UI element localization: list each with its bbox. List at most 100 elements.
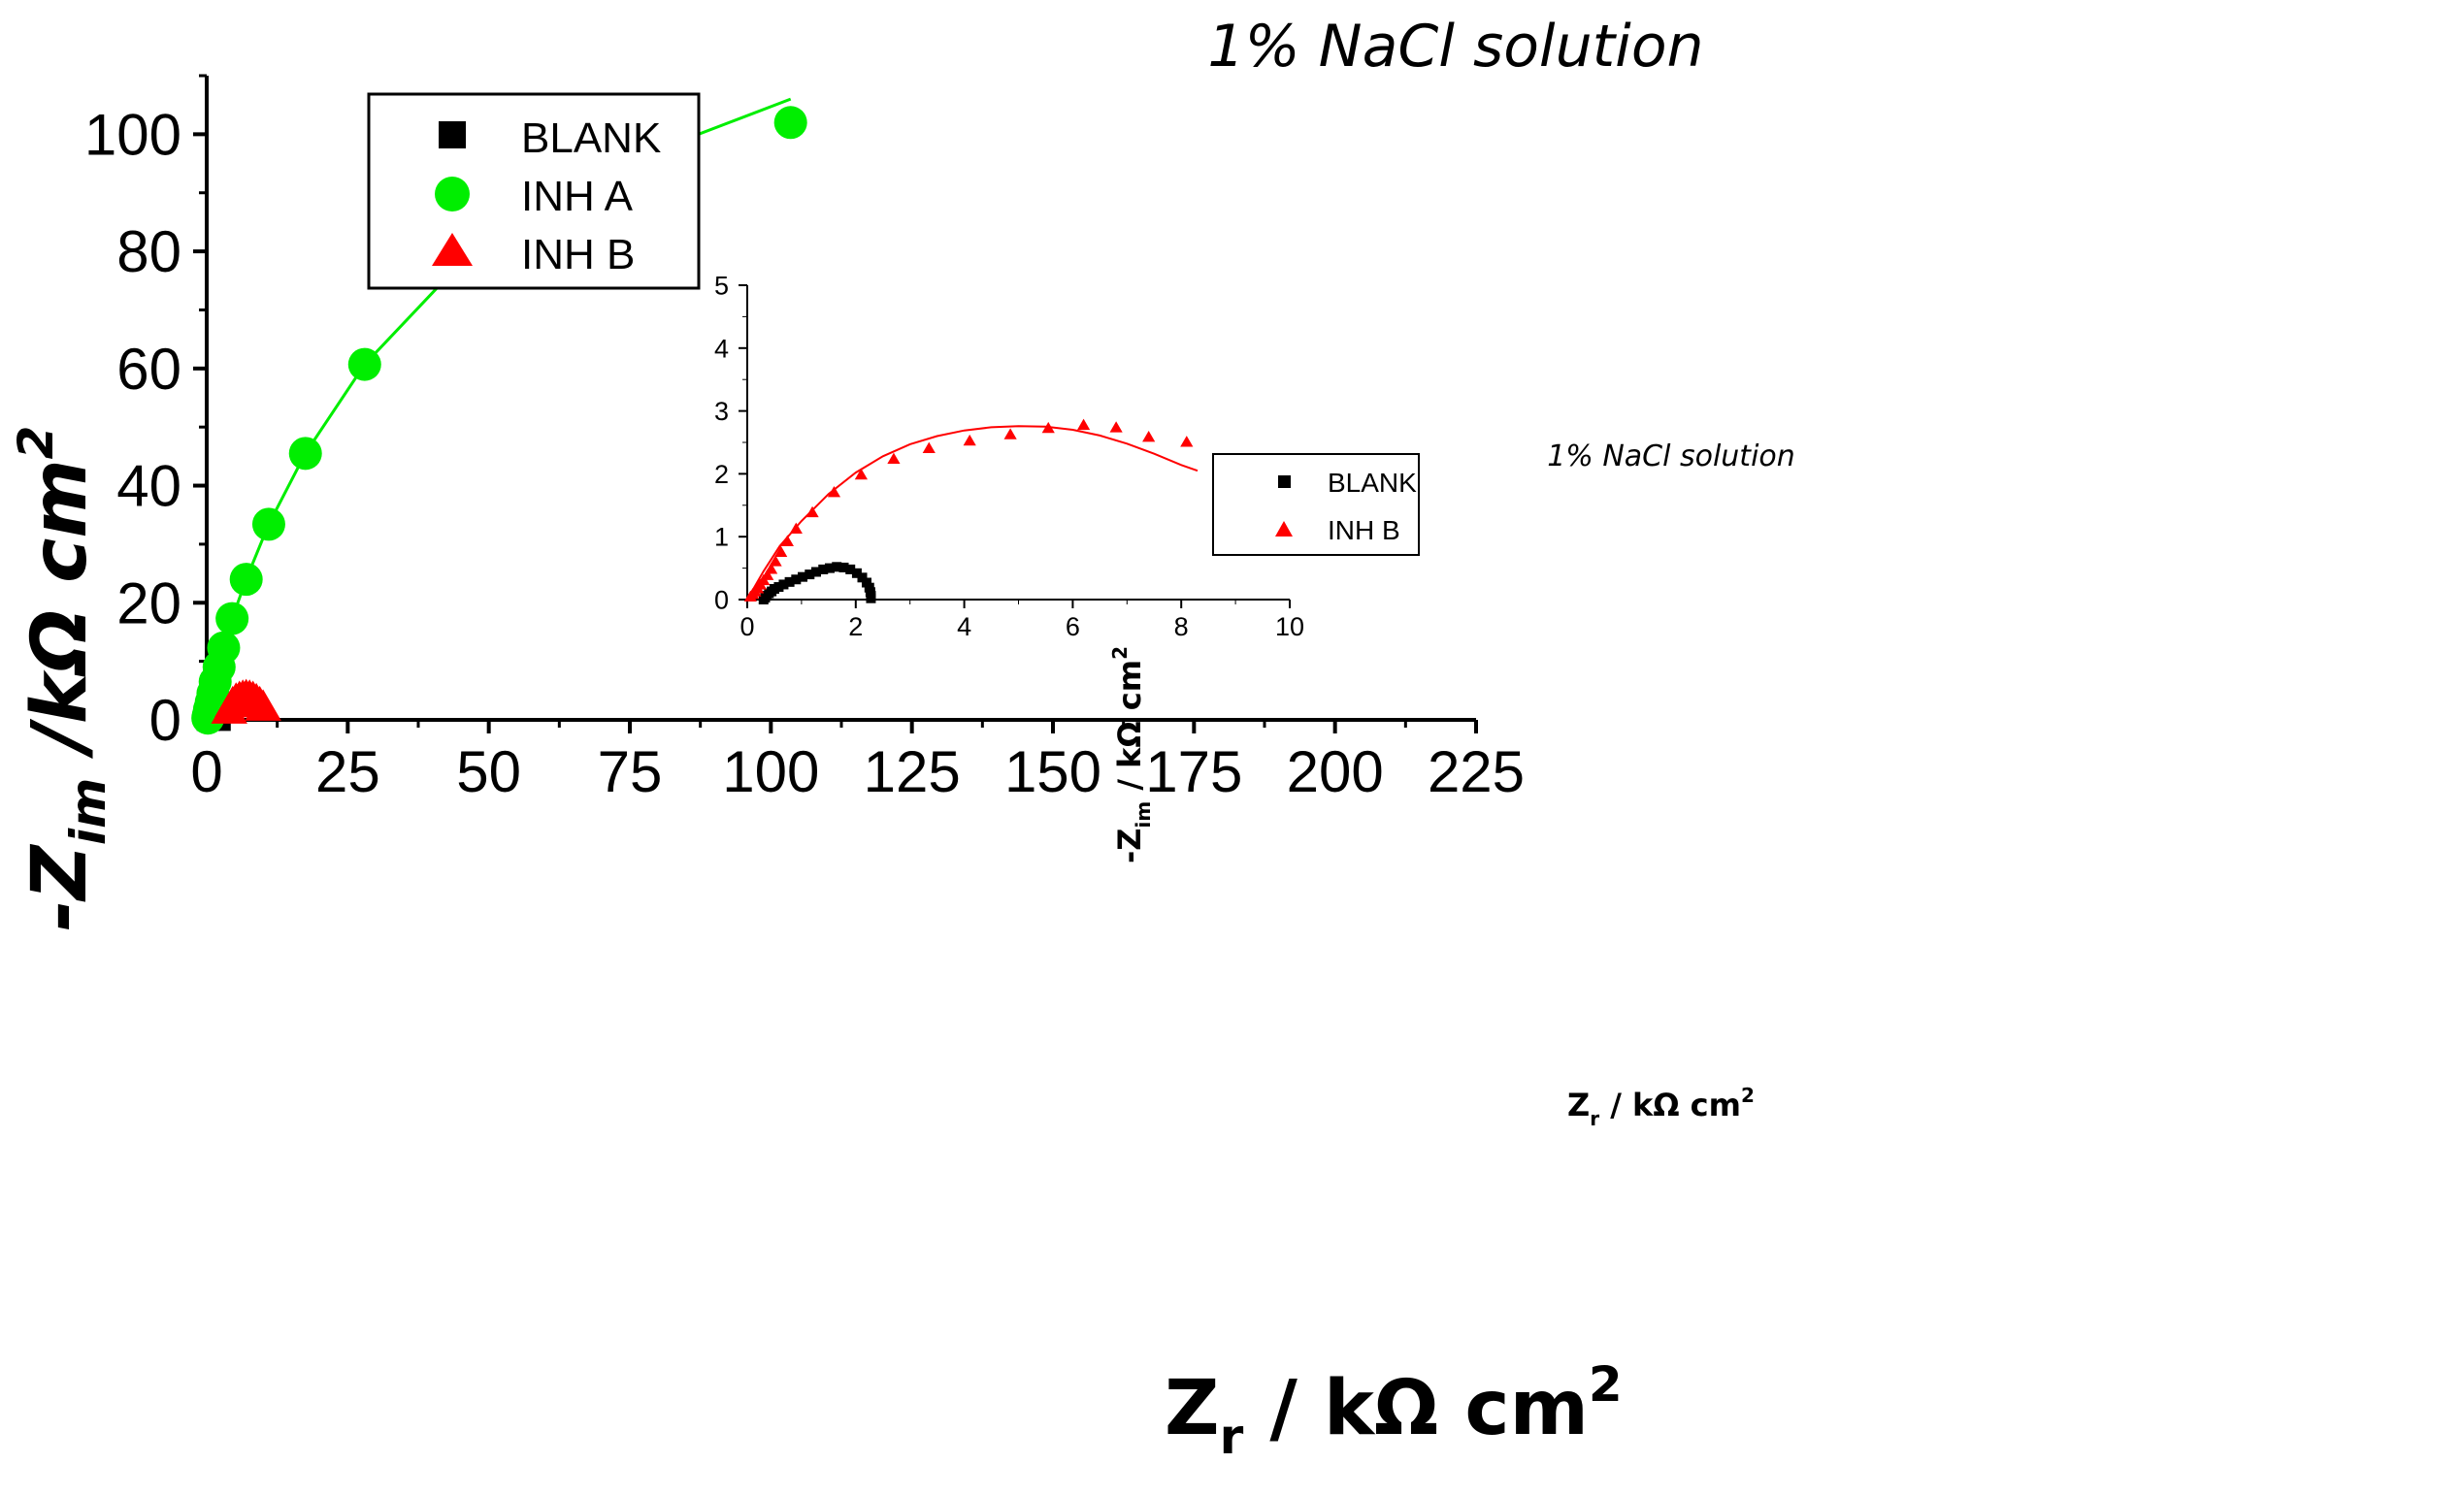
inset-legend-blank-marker [1278,475,1291,488]
main-y-tick-label-20: 20 [116,570,181,635]
main-x-tick-label-0: 0 [190,739,222,804]
main-inh-a-point [215,602,249,635]
main-inh-a-point [251,507,285,541]
inset-blank-point [784,576,795,587]
inset-plot-markers [743,418,1194,604]
inset-x-tick-label-0: 0 [739,612,754,641]
inset-blank-point [866,593,876,603]
inset-inh-b-point [789,522,803,534]
main-legend-blank-marker [439,121,466,148]
inset-x-tick-label-4: 4 [957,612,971,641]
inset-inh-b-fit-line [746,425,1199,601]
main-y-tick-label-60: 60 [116,337,181,402]
inset-legend-inh-b-label: INH B [1328,515,1400,545]
inset-chart-title: 1% NaCl solution [1547,439,1795,473]
main-x-tick-label-100: 100 [722,739,819,804]
inset-legend-inh-b-marker [1275,521,1293,537]
inset-y-tick-label-1: 1 [714,523,729,552]
main-inh-a-point [773,106,807,140]
main-y-tick-label-0: 0 [149,688,181,753]
main-y-axis-title-sub: im [60,778,116,845]
inset-blank-point [778,579,789,590]
main-x-axis-title-main: Z [1165,1365,1220,1452]
main-legend-inh-a-marker [435,177,470,211]
main-inh-a-point [207,631,241,665]
inset-inh-b-point [1003,428,1017,439]
inset-y-tick-label-3: 3 [714,397,729,426]
inset-inh-b-point [963,434,976,446]
main-x-tick-label-125: 125 [864,739,961,804]
inset-inh-b-point [761,569,774,580]
inset-blank-point [857,572,868,583]
inset-blank-point [838,562,849,572]
main-y-tick-label-40: 40 [116,454,181,519]
inset-x-axis-title-sub: r [1590,1107,1599,1130]
main-y-axis-title-main: -Z [16,844,104,931]
main-y-axis-title: -Zim /kΩ cm2 [8,426,116,931]
inset-blank-point [851,568,862,578]
inset-y-tick-label-0: 0 [714,585,729,614]
inset-x-tick-label-2: 2 [848,612,863,641]
inset-blank-point [861,577,871,588]
inset-y-tick-label-2: 2 [714,460,729,489]
main-legend-inh-a-label: INH A [521,173,634,220]
inset-inh-b-point [827,486,841,498]
inset-blank-point [791,574,802,585]
main-x-tick-label-175: 175 [1145,739,1242,804]
main-x-axis-title: Zr / kΩ cm2 [1165,1356,1623,1465]
inset-blank-point [798,571,808,582]
inset-x-axis-title-sup: 2 [1741,1084,1755,1107]
main-y-tick-label-80: 80 [116,219,181,284]
main-legend-inh-b-label: INH B [521,231,635,278]
inset-blank-point [818,564,829,574]
inset-y-axis-title-sub: im [1132,801,1155,829]
inset-x-tick-label-10: 10 [1275,612,1304,641]
main-inh-a-point [288,437,322,471]
main-x-axis-title-sup: 2 [1589,1356,1623,1413]
main-x-axis-title-sub: r [1220,1409,1244,1465]
inset-y-axis-title-rest: / kΩ cm [1111,660,1148,801]
inset-inh-b-point [769,555,782,567]
main-x-tick-label-75: 75 [598,739,663,804]
inset-inh-b-point [1142,430,1156,442]
inset-inh-b-point [780,535,794,546]
inset-y-tick-label-4: 4 [714,334,729,363]
inset-blank-point [824,563,835,573]
inset-legend: BLANK INH B [1212,453,1420,556]
inset-x-tick-label-6: 6 [1066,612,1080,641]
inset-x-axis-title-main: Z [1567,1087,1590,1123]
main-inh-a-point [229,563,263,597]
inset-y-axis-title: -Zim / kΩ cm2 [1108,646,1155,863]
main-legend: BLANK INH A INH B [367,92,701,290]
inset-x-axis-title: Zr / kΩ cm2 [1567,1084,1755,1130]
inset-x-tick-label-8: 8 [1174,612,1189,641]
inset-inh-b-point [805,505,819,518]
inset-inh-b-point [764,563,778,574]
main-x-tick-label-50: 50 [456,739,521,804]
main-x-tick-label-200: 200 [1287,739,1384,804]
main-x-axis-title-rest: / kΩ cm [1243,1365,1589,1452]
inset-inh-b-point [854,468,868,480]
main-x-tick-label-150: 150 [1004,739,1101,804]
inset-inh-b-point [1109,421,1123,433]
inset-inh-b-point [887,452,901,465]
main-inh-b-point [245,689,281,721]
inset-inh-b-point [1041,421,1055,434]
inset-legend-blank-label: BLANK [1328,468,1417,498]
inset-legend-frame [1212,453,1420,556]
main-plot-markers [191,106,807,735]
inset-y-axis-title-sup: 2 [1108,646,1132,660]
main-y-tick-label-100: 100 [84,102,181,167]
inset-blank-point [832,562,842,572]
main-inh-a-point [347,347,381,381]
main-x-tick-label-225: 225 [1428,739,1525,804]
inset-plot-axes: 0 2 4 6 8 10 0 1 2 3 4 5 [714,271,1304,641]
main-legend-inh-b-marker [432,233,473,266]
inset-blank-point [810,567,821,577]
inset-inh-b-point [922,441,936,454]
main-chart-title: 1% NaCl solution [1207,13,1703,81]
main-y-axis-title-rest: /kΩ cm [16,459,104,778]
inset-y-axis-title-main: -Z [1111,829,1148,863]
